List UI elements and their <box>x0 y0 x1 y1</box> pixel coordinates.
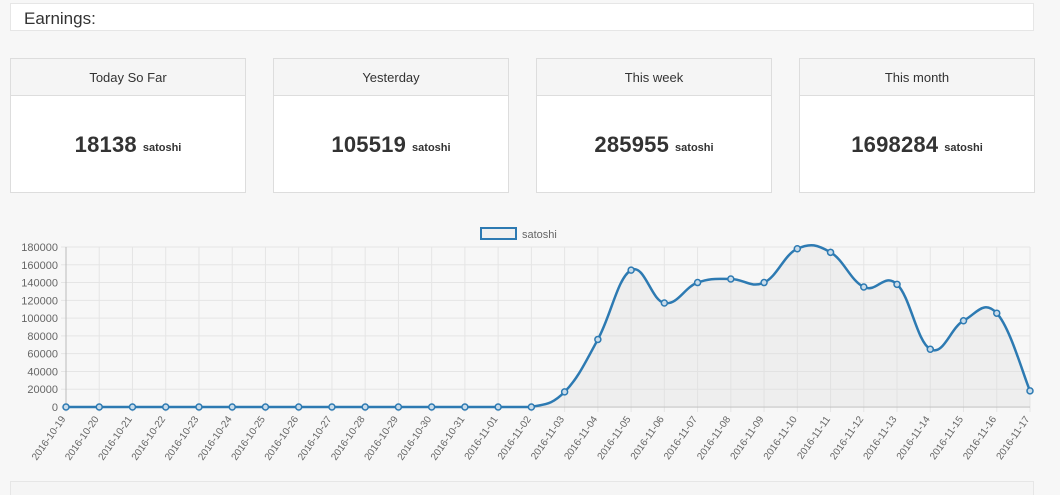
data-point <box>161 403 170 411</box>
data-point <box>394 403 403 411</box>
x-tick-label: 2016-11-07 <box>662 414 700 462</box>
data-point <box>527 403 536 411</box>
series-area-fill <box>66 245 1030 407</box>
x-tick-label: 2016-11-05 <box>596 414 634 462</box>
earnings-header-panel: Earnings: <box>10 3 1034 31</box>
x-tick-label: 2016-11-16 <box>961 414 999 462</box>
y-tick-label: 0 <box>52 402 58 414</box>
x-tick-label: 2016-11-14 <box>895 414 933 462</box>
data-point <box>228 403 236 411</box>
card-yesterday-title: Yesterday <box>274 59 508 96</box>
data-point <box>627 266 635 274</box>
y-tick-label: 20000 <box>27 384 58 396</box>
data-point <box>660 299 669 307</box>
data-point <box>826 248 835 257</box>
x-tick-label: 2016-11-04 <box>562 414 600 462</box>
y-tick-label: 60000 <box>27 349 58 361</box>
y-tick-label: 100000 <box>21 313 58 325</box>
data-point <box>693 278 702 287</box>
data-point <box>560 388 569 396</box>
card-yesterday: Yesterday 105519 satoshi <box>273 58 509 193</box>
data-point <box>294 403 303 411</box>
x-tick-label: 2016-11-09 <box>729 414 767 462</box>
legend-swatch <box>480 227 517 240</box>
x-tick-label: 2016-11-15 <box>928 414 966 462</box>
data-point <box>926 345 935 353</box>
x-tick-label: 2016-11-12 <box>828 414 866 462</box>
data-point <box>328 403 336 411</box>
x-tick-label: 2016-11-10 <box>762 414 800 462</box>
data-point <box>95 403 103 411</box>
card-this-month-title: This month <box>800 59 1034 96</box>
card-this-week-title: This week <box>537 59 771 96</box>
data-point <box>62 403 70 411</box>
x-tick-label: 2016-11-06 <box>629 414 667 462</box>
x-tick-label: 2016-11-01 <box>463 414 501 462</box>
data-point <box>893 280 901 289</box>
data-point <box>494 403 502 411</box>
x-tick-label: 2016-11-17 <box>995 414 1033 462</box>
x-tick-label: 2016-11-13 <box>862 414 900 462</box>
card-this-week: This week 285955 satoshi <box>536 58 772 193</box>
card-this-week-unit: satoshi <box>675 141 714 154</box>
bottom-panel <box>10 481 1034 495</box>
data-point <box>959 317 968 325</box>
x-tick-label: 2016-11-03 <box>529 414 567 462</box>
y-tick-label: 80000 <box>27 331 58 343</box>
card-this-week-value: 285955 <box>594 131 670 157</box>
data-point <box>1026 387 1034 395</box>
data-point <box>461 403 469 411</box>
legend-label: satoshi <box>522 229 557 241</box>
page-title: Earnings: <box>24 9 96 28</box>
card-today-value: 18138 <box>74 131 137 157</box>
x-tick-label: 2016-11-08 <box>695 414 733 462</box>
x-tick-label: 2016-11-02 <box>496 414 534 462</box>
card-this-month-value: 1698284 <box>851 131 939 157</box>
data-point <box>361 403 369 411</box>
y-tick-label: 180000 <box>21 242 58 254</box>
card-this-month: This month 1698284 satoshi <box>799 58 1035 193</box>
data-point <box>760 278 768 287</box>
y-tick-label: 120000 <box>21 295 58 307</box>
data-point <box>993 309 1001 317</box>
data-point <box>727 275 735 283</box>
card-this-month-unit: satoshi <box>944 141 983 154</box>
data-point <box>860 283 868 291</box>
card-today: Today So Far 18138 satoshi <box>10 58 246 193</box>
card-today-unit: satoshi <box>142 141 182 154</box>
data-point <box>427 403 436 411</box>
earnings-line-chart: 0 20000 40000 60000 80000 100000 120000 140000 1… <box>21 227 1034 463</box>
y-tick-label: 160000 <box>21 260 58 272</box>
card-yesterday-value: 105519 <box>331 131 407 157</box>
data-point <box>128 403 137 411</box>
data-point <box>594 335 602 344</box>
data-point <box>195 403 203 411</box>
card-today-title: Today So Far <box>11 59 245 96</box>
data-point <box>793 245 802 253</box>
y-tick-label: 140000 <box>21 278 58 290</box>
data-point <box>261 403 270 411</box>
x-tick-label: 2016-11-11 <box>796 414 834 461</box>
y-tick-label: 40000 <box>27 366 58 378</box>
card-yesterday-unit: satoshi <box>412 141 451 154</box>
